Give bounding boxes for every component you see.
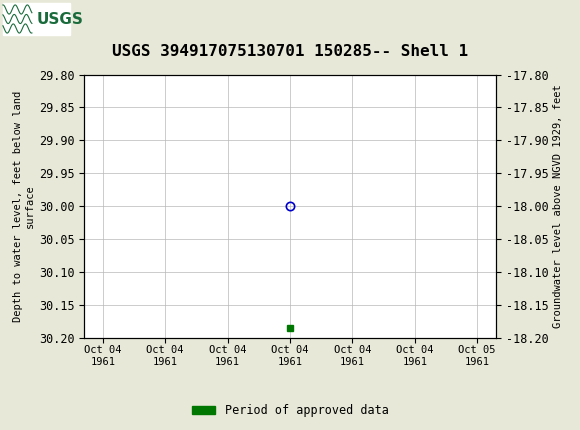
Text: USGS 394917075130701 150285-- Shell 1: USGS 394917075130701 150285-- Shell 1 — [112, 44, 468, 59]
Legend: Period of approved data: Period of approved data — [187, 399, 393, 422]
Y-axis label: Depth to water level, feet below land
surface: Depth to water level, feet below land su… — [13, 90, 35, 322]
Bar — [3, 3, 70, 35]
Text: USGS: USGS — [37, 12, 84, 27]
Y-axis label: Groundwater level above NGVD 1929, feet: Groundwater level above NGVD 1929, feet — [553, 84, 563, 328]
